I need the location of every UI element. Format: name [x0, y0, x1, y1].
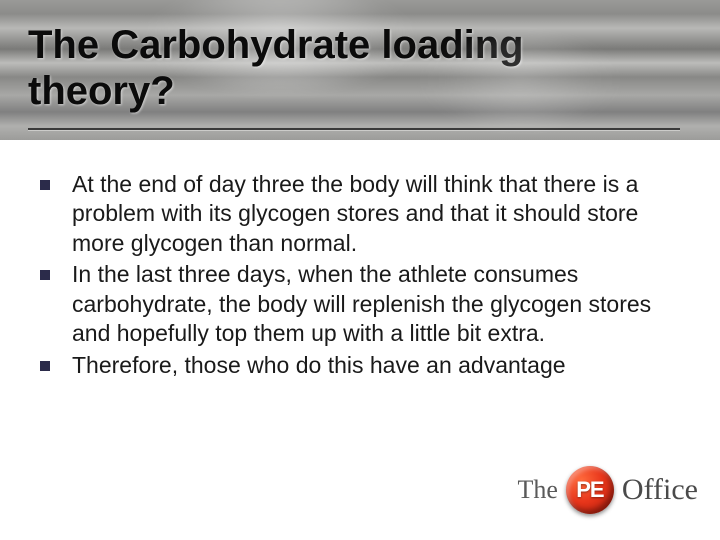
logo-badge-icon: PE — [566, 466, 614, 514]
list-item: In the last three days, when the athlete… — [32, 260, 680, 348]
title-underline — [28, 128, 680, 130]
logo-badge-text: PE — [576, 477, 603, 503]
logo-the-text: The — [518, 475, 558, 505]
pe-office-logo: The PE Office — [518, 466, 699, 514]
list-item: At the end of day three the body will th… — [32, 170, 680, 258]
bullet-text: In the last three days, when the athlete… — [72, 261, 651, 346]
slide-body: At the end of day three the body will th… — [0, 140, 720, 380]
logo-office-text: Office — [622, 473, 698, 507]
list-item: Therefore, those who do this have an adv… — [32, 351, 680, 380]
bullet-list: At the end of day three the body will th… — [32, 170, 680, 380]
bullet-text: Therefore, those who do this have an adv… — [72, 352, 566, 378]
slide-title: The Carbohydrate loading theory? — [28, 22, 680, 114]
bullet-text: At the end of day three the body will th… — [72, 171, 638, 256]
slide-header: The Carbohydrate loading theory? — [0, 0, 720, 140]
